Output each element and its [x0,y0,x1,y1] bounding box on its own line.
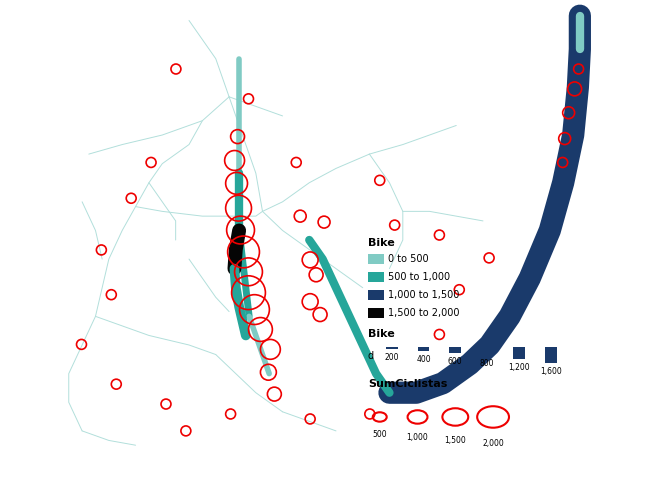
Text: 1,600: 1,600 [540,367,562,376]
Bar [417,348,429,351]
Text: 2,000: 2,000 [482,439,504,448]
Text: 1,000 to 1,500: 1,000 to 1,500 [388,290,459,300]
Text: 1,000: 1,000 [407,433,429,442]
Bar [481,348,493,355]
Text: 0 to 500: 0 to 500 [388,254,428,264]
Bar [368,272,384,282]
Bar [545,348,556,363]
Bar [450,348,461,353]
Bar [368,254,384,264]
Text: SumCiclistas: SumCiclistas [368,379,447,389]
Text: 200: 200 [384,353,399,362]
Text: 1,200: 1,200 [508,363,530,372]
Text: 600: 600 [448,357,462,366]
Text: 800: 800 [480,360,495,368]
Text: 1,500: 1,500 [444,436,466,445]
Text: Bike: Bike [368,238,394,248]
Bar [368,308,384,318]
Text: 500 to 1,000: 500 to 1,000 [388,272,450,282]
Text: 500: 500 [372,430,387,439]
Text: Bike: Bike [368,329,394,339]
Text: 1,500 to 2,000: 1,500 to 2,000 [388,308,459,318]
Bar [513,348,525,360]
Text: 400: 400 [416,355,431,364]
Bar [386,348,398,349]
Text: d: d [368,351,374,361]
Bar [368,290,384,300]
